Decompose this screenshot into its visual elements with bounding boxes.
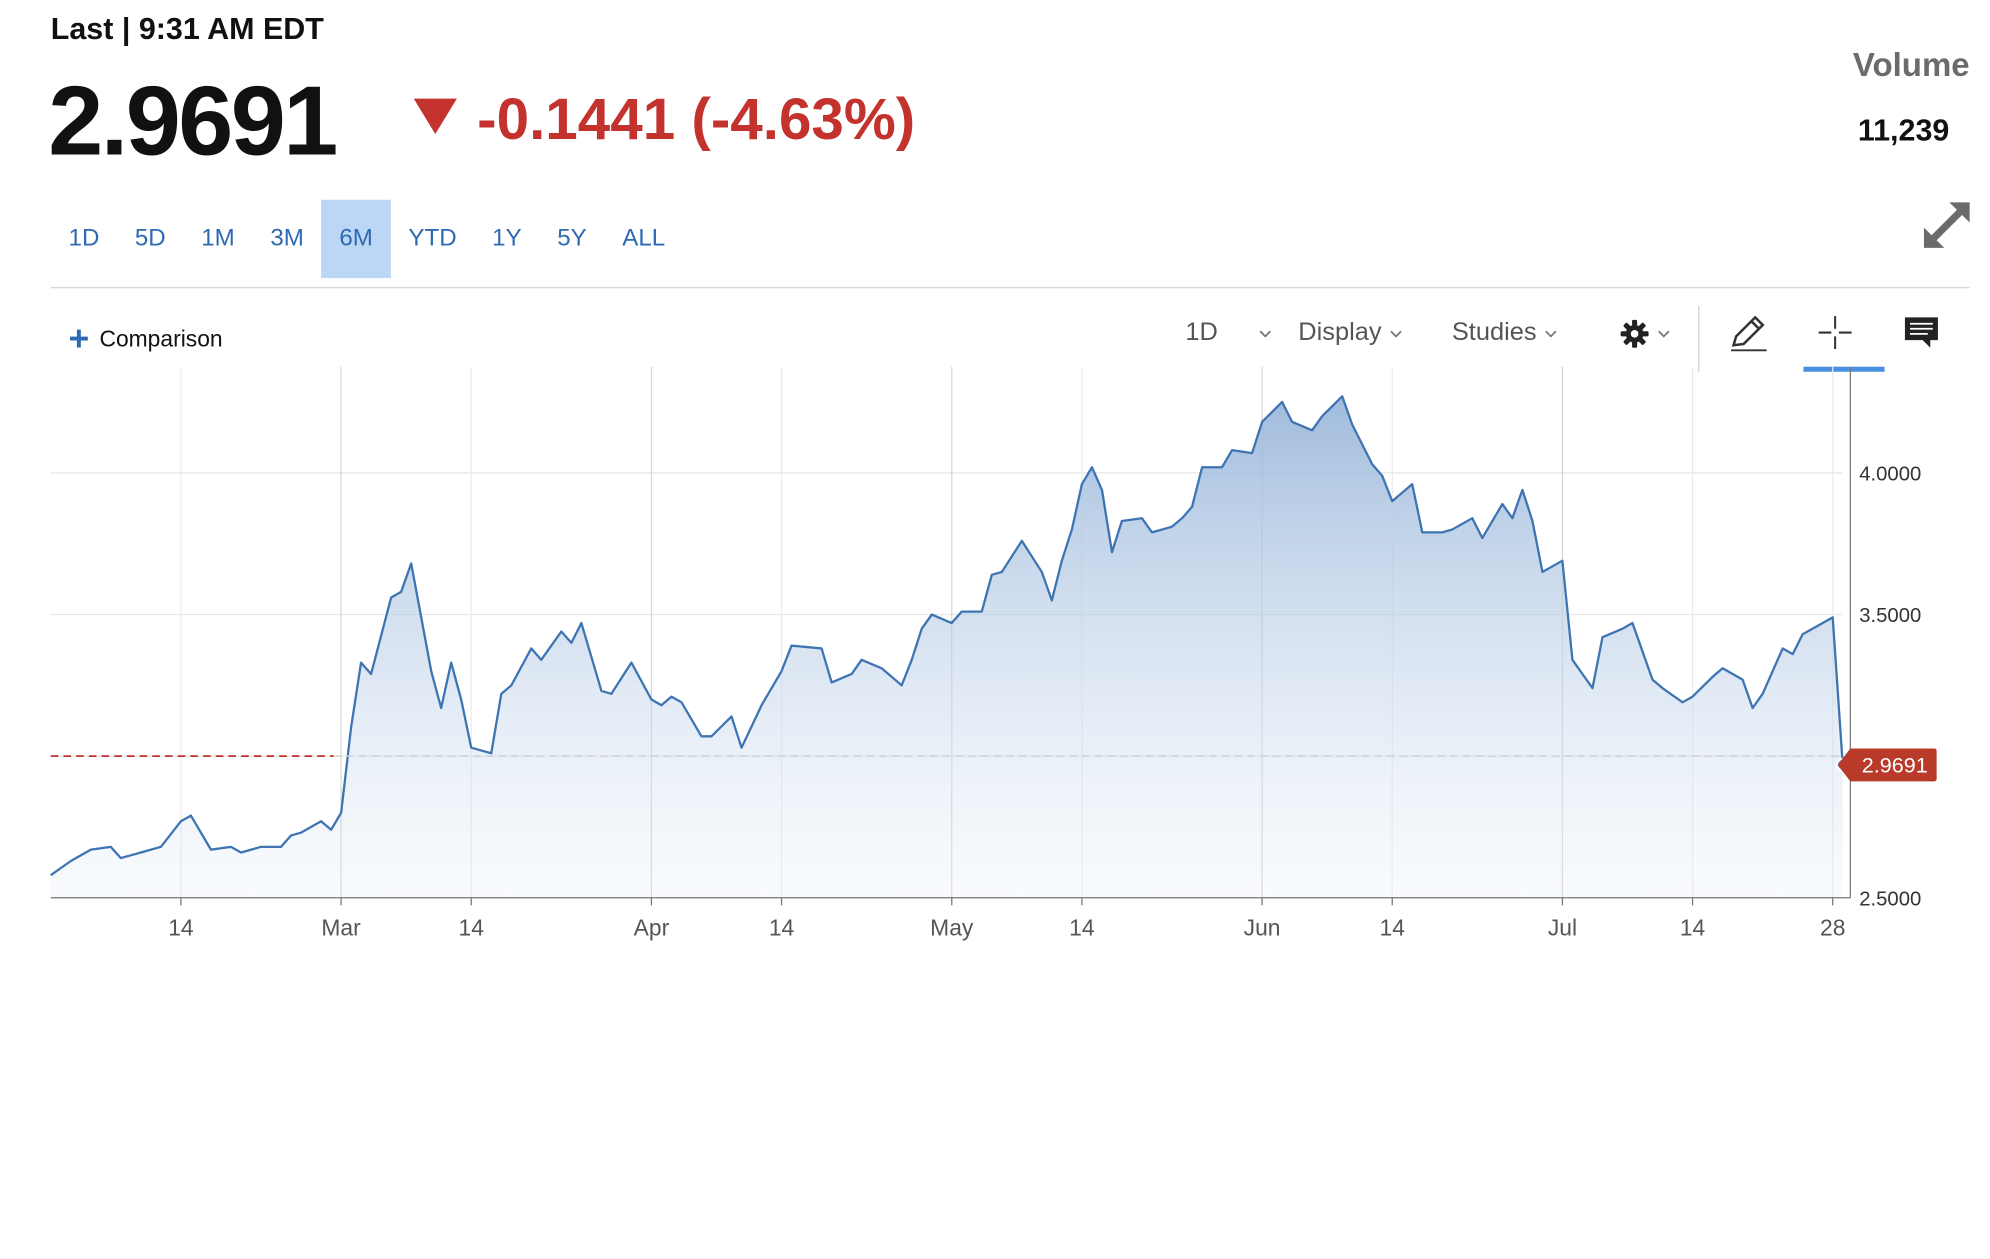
x-tick-label: Jul (1548, 915, 1577, 941)
x-tick-label: Apr (634, 915, 670, 941)
range-tab-5y[interactable]: 5Y (557, 225, 587, 252)
display-label: Display (1298, 318, 1382, 347)
range-tab-6m[interactable]: 6M (321, 199, 391, 279)
chevron-down-icon (1259, 330, 1271, 337)
x-tick-label: 14 (769, 915, 795, 941)
down-arrow-icon (413, 98, 457, 135)
series-area-fill (50, 396, 1843, 898)
studies-dropdown[interactable]: Studies (1452, 319, 1557, 348)
interval-label: 1D (1185, 318, 1218, 347)
active-tool-indicator (1803, 366, 1885, 372)
comparison-button[interactable]: + Comparison (68, 318, 223, 358)
crosshair-icon[interactable] (1817, 315, 1853, 350)
gear-icon (1620, 319, 1649, 348)
range-tabs: 1D 5D 1M 3M 6M YTD 1Y 5Y ALL (51, 199, 683, 279)
interval-dropdown[interactable]: 1D (1185, 319, 1271, 348)
y-tick-label: 4.0000 (1859, 463, 1921, 485)
last-updated-time: Last | 9:31 AM EDT (50, 12, 324, 47)
volume-label: Volume (1852, 45, 1970, 84)
range-tab-3m[interactable]: 3M (270, 225, 304, 252)
range-tab-1m[interactable]: 1M (201, 225, 235, 252)
y-tick-label: 2.5000 (1859, 888, 1921, 910)
display-dropdown[interactable]: Display (1298, 319, 1402, 348)
chevron-down-icon (1544, 330, 1557, 337)
x-tick-label: 14 (1680, 915, 1706, 941)
plus-icon: + (68, 318, 90, 358)
price-change: -0.1441 (-4.63%) (477, 85, 916, 152)
range-tab-1d[interactable]: 1D (68, 225, 100, 252)
range-tab-5d[interactable]: 5D (134, 225, 166, 252)
x-tick-label: 14 (1069, 915, 1095, 941)
header-divider (50, 287, 1970, 289)
chevron-down-icon (1389, 330, 1402, 337)
x-tick-label: 14 (1380, 915, 1406, 941)
range-tab-1y[interactable]: 1Y (492, 225, 522, 252)
toolbar-separator (1698, 306, 1700, 372)
expand-icon[interactable] (1919, 197, 1972, 250)
x-tick-label: 28 (1820, 915, 1845, 941)
x-tick-label: Mar (321, 915, 361, 941)
volume-value: 11,239 (1857, 113, 1950, 148)
range-tab-ytd[interactable]: YTD (408, 225, 457, 252)
y-tick-label: 3.5000 (1859, 605, 1921, 627)
x-tick-label: 14 (168, 915, 194, 941)
price-chart[interactable]: 2.5000 3.5000 4.0000 14 Mar 14 Apr 14 May 14 Jun 14… (0, 366, 1990, 961)
comparison-label: Comparison (99, 325, 223, 351)
x-tick-label: Jun (1244, 915, 1281, 941)
last-price: 2.9691 (48, 64, 338, 176)
series-line (50, 395, 1844, 877)
settings-dropdown[interactable] (1619, 319, 1670, 349)
last-value-label: 2.9691 (1862, 754, 1928, 778)
x-tick-label: May (930, 915, 974, 941)
comment-icon[interactable] (1902, 315, 1940, 350)
chevron-down-icon (1658, 330, 1670, 338)
studies-label: Studies (1451, 318, 1537, 347)
x-tick-label: 14 (459, 915, 485, 941)
range-tab-all[interactable]: ALL (622, 225, 666, 252)
last-value-tag (1837, 748, 1937, 782)
pencil-icon[interactable] (1729, 312, 1770, 352)
